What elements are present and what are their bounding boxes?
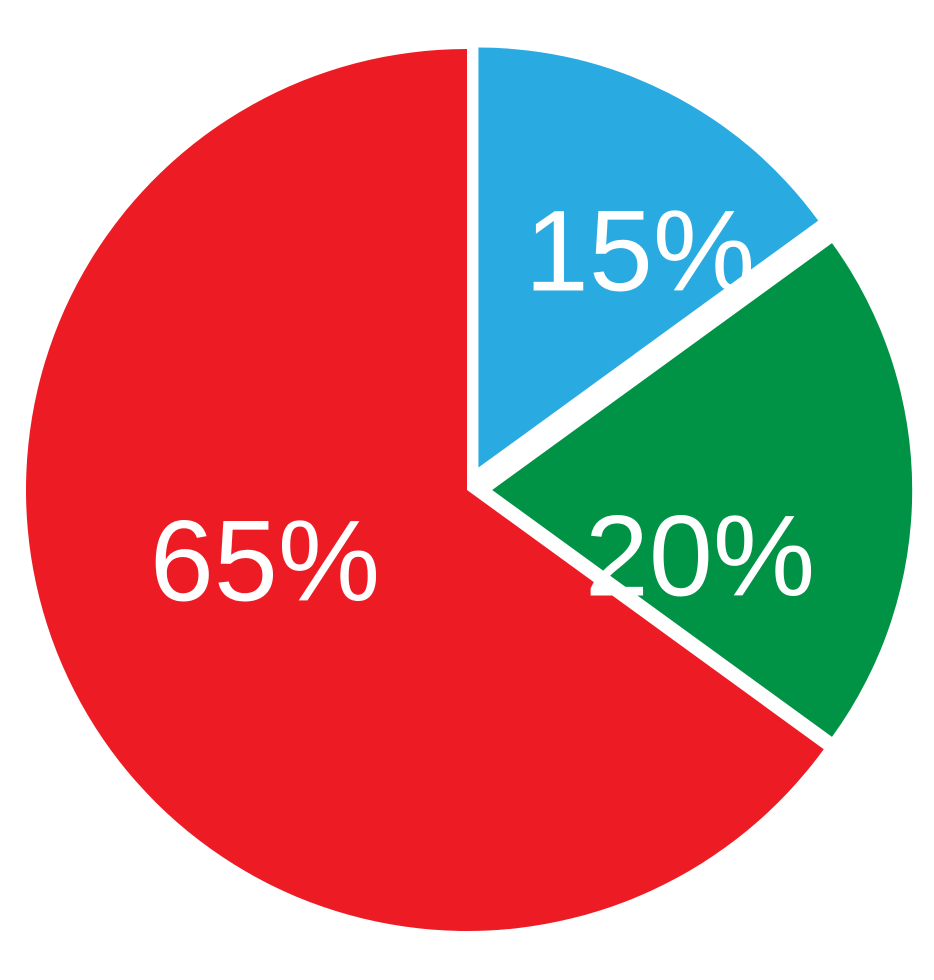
pie-slice-label: 20% xyxy=(585,492,815,620)
pie-slice-label: 15% xyxy=(525,187,755,315)
pie-chart: 15% 20% 65% xyxy=(0,0,934,980)
pie-slice-label: 65% xyxy=(150,497,380,625)
pie-chart-svg: 15% 20% 65% xyxy=(0,0,934,980)
